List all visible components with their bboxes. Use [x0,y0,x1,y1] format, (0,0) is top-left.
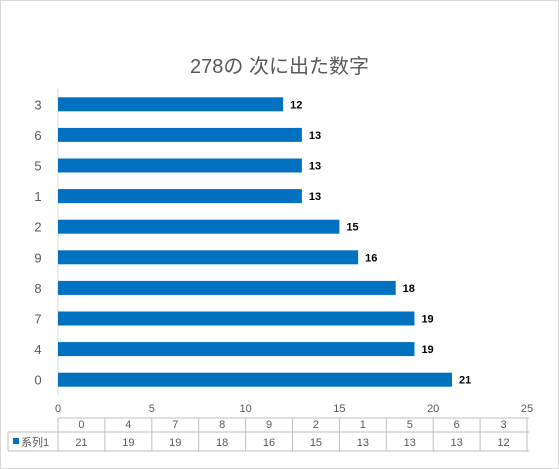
data-label-8: 18 [403,283,415,295]
table-header-6: 6 [454,419,460,431]
x-tick-label-0: 0 [55,403,61,415]
bar-2 [58,219,340,234]
x-tick-label-10: 10 [239,403,251,415]
data-label-7: 19 [421,314,433,326]
bar-7 [58,311,415,326]
table-value-cell: 12 [497,437,509,449]
data-label-4: 19 [421,344,433,356]
bar-3 [58,97,284,112]
table-header-2: 2 [313,419,319,431]
table-header-5: 5 [407,419,413,431]
x-tick-label-5: 5 [149,403,155,415]
table-value-cell: 16 [263,437,275,449]
table-value-cell: 13 [357,437,369,449]
bar-9 [58,250,359,265]
table-value-cell: 15 [310,437,322,449]
table-header-1: 1 [360,419,366,431]
category-label-8: 8 [34,281,41,296]
table-header-0: 0 [78,419,84,431]
table-value-cell: 13 [404,437,416,449]
bar-1 [58,189,302,204]
table-value-cell: 19 [122,437,134,449]
category-label-0: 0 [34,373,41,388]
category-label-7: 7 [34,312,41,327]
table-value-cell: 18 [216,437,228,449]
category-label-3: 3 [34,97,41,112]
table-value-cell: 21 [75,437,87,449]
data-label-9: 16 [365,252,377,264]
table-header-9: 9 [266,419,272,431]
table-value-cell: 19 [169,437,181,449]
data-label-6: 13 [309,130,321,142]
bar-4 [58,342,415,357]
x-tick-label-20: 20 [427,403,439,415]
data-label-0: 21 [459,375,471,387]
category-label-4: 4 [34,342,41,357]
data-label-5: 13 [309,161,321,173]
x-tick-label-25: 25 [521,403,533,415]
table-value-cell: 13 [451,437,463,449]
bar-8 [58,280,396,295]
table-header-4: 4 [125,419,131,431]
category-label-2: 2 [34,220,41,235]
x-tick-label-15: 15 [333,403,345,415]
legend-key [13,438,19,444]
category-label-1: 1 [34,189,41,204]
table-header-8: 8 [219,419,225,431]
data-label-1: 13 [309,191,321,203]
bar-0 [58,372,452,387]
table-row-label: 系列1 [21,435,49,449]
table-header-3: 3 [500,419,506,431]
category-label-6: 6 [34,128,41,143]
category-label-5: 5 [34,159,41,174]
category-label-9: 9 [34,250,41,265]
data-label-2: 15 [346,222,358,234]
bar-5 [58,158,302,173]
table-header-7: 7 [172,419,178,431]
chart-title: 278の 次に出た数字 [190,56,369,78]
bar-6 [58,127,302,142]
data-label-3: 12 [290,99,302,111]
